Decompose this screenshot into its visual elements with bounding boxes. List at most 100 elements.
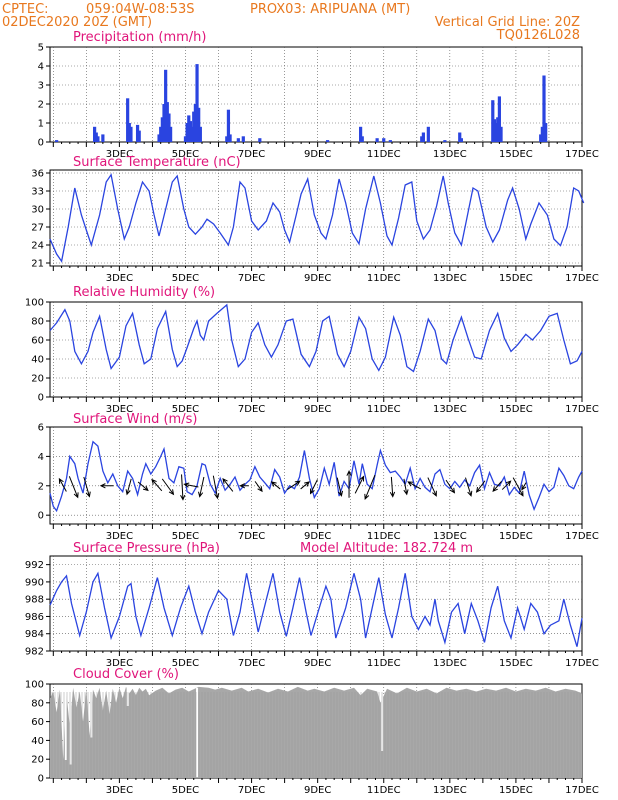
precip-bar	[492, 119, 497, 142]
meteogram-panels: Precipitation (mm/h) 0 1 2 3 4 5 3DEC 5DEC 7DEC 9D…	[25, 30, 599, 796]
header-coords: 059:04W-08:53S	[86, 2, 194, 17]
wind-arrow	[364, 474, 376, 500]
precip-xtick-label: 3DEC	[106, 149, 133, 160]
rh-xtick-label: 13DEC	[433, 404, 467, 415]
wind-arrow	[407, 481, 422, 490]
precip-bar	[494, 123, 498, 142]
rh-xtick-label: 9DEC	[304, 404, 331, 415]
precip-xtick-label: 11DEC	[367, 149, 401, 160]
cloud-xtick-label: 9DEC	[304, 785, 331, 796]
temp-ytick-label: 33	[31, 187, 44, 198]
wind-arrow	[198, 476, 205, 498]
wind-xtick-label: 13DEC	[433, 531, 467, 542]
wind-arrow	[125, 478, 132, 496]
wind-arrow	[68, 476, 79, 499]
wind-arrow	[309, 479, 318, 495]
header-model-code: TQ0126L028	[496, 28, 580, 43]
precip-bar	[491, 100, 495, 142]
cloud-ytick-label: 80	[31, 698, 44, 709]
precip-bar	[496, 117, 500, 142]
cloud-xtick-label: 13DEC	[433, 785, 467, 796]
precip-bar	[193, 104, 197, 142]
precip-ytick-label: 5	[38, 43, 44, 54]
precip-bar	[542, 75, 546, 142]
precip-bar	[192, 111, 196, 142]
wind-xtick-label: 11DEC	[367, 531, 401, 542]
precip-bar	[226, 109, 231, 142]
wind-arrow	[222, 477, 234, 492]
precip-ytick-label: 4	[38, 62, 44, 73]
wind-arrow	[161, 478, 175, 496]
precip-xtick-label: 15DEC	[499, 149, 533, 160]
wind-arrow	[354, 475, 365, 494]
wind-arrow	[403, 478, 409, 496]
cloud-ytick-label: 20	[31, 755, 44, 766]
pres-ytick-label: 988	[25, 595, 44, 606]
precip-bar	[197, 107, 201, 142]
temp-ytick-label: 27	[31, 223, 44, 234]
precip-frame	[49, 46, 583, 143]
wind-line	[49, 440, 583, 513]
wind-xtick-label: 3DEC	[106, 531, 133, 542]
temp-line	[49, 173, 585, 263]
precip-ytick-label: 0	[38, 138, 44, 149]
precip-bar	[198, 126, 202, 142]
wind-arrow	[58, 477, 67, 492]
header-date: 02DEC2020 20Z (GMT)	[2, 15, 152, 30]
pres-ytick-label: 992	[25, 560, 44, 571]
wind-xtick-label: 5DEC	[172, 531, 199, 542]
wind-xtick-label: 17DEC	[565, 531, 599, 542]
temp-ytick-label: 36	[31, 169, 44, 180]
wind-arrow	[270, 481, 281, 490]
cloud-xtick-label: 15DEC	[499, 785, 533, 796]
cloud-xtick-label: 7DEC	[238, 785, 265, 796]
temp-ytick-label: 30	[31, 205, 44, 216]
precip-bar	[458, 132, 462, 142]
precip-bar	[382, 138, 386, 142]
pres-frame	[49, 555, 583, 652]
rh-xtick-label: 17DEC	[565, 404, 599, 415]
precip-xtick-label: 17DEC	[565, 149, 599, 160]
precip-bar	[459, 138, 463, 142]
cloud-ytick-label: 60	[31, 717, 44, 728]
precip-bar	[258, 138, 262, 142]
precip-bar	[497, 96, 501, 142]
header-grid-line: Vertical Grid Line: 20Z	[435, 15, 580, 30]
rh-xtick-label: 15DEC	[499, 404, 533, 415]
precip-bar	[388, 140, 392, 142]
precip-bar	[359, 126, 363, 142]
precip-title: Precipitation (mm/h)	[73, 30, 206, 45]
wind-ytick-label: 0	[38, 511, 44, 522]
wind-arrow	[212, 475, 220, 500]
pres-xtick-label: 17DEC	[565, 658, 599, 669]
precip-ytick-label: 1	[38, 119, 44, 130]
pres-line	[49, 571, 583, 647]
wind-title: Surface Wind (m/s)	[73, 412, 197, 427]
cloud-xtick-label: 11DEC	[367, 785, 401, 796]
rh-line	[49, 303, 583, 373]
wind-arrow	[475, 480, 486, 493]
precip-bar	[162, 104, 166, 142]
wind-arrow	[180, 474, 186, 501]
rh-panel: Relative Humidity (%) 0 20 40 60 80 100 3DEC 5DE…	[25, 285, 599, 415]
wind-arrow	[512, 477, 524, 497]
precip-bar	[225, 136, 229, 142]
wind-arrow	[99, 483, 114, 489]
wind-arrow	[183, 482, 199, 488]
precip-bar	[137, 130, 141, 142]
temp-xtick-label: 7DEC	[238, 273, 265, 284]
cloud-xtick-label: 17DEC	[565, 785, 599, 796]
rh-ytick-label: 20	[31, 374, 44, 385]
temp-xtick-label: 3DEC	[106, 273, 133, 284]
precip-xtick-label: 13DEC	[433, 149, 467, 160]
wind-arrow	[389, 476, 396, 498]
model-altitude-label: Model Altitude: 182.724 m	[300, 541, 473, 556]
wind-arrow	[137, 481, 149, 492]
precip-bar	[160, 117, 164, 142]
temp-ytick-label: 21	[31, 259, 44, 270]
precip-bar	[539, 134, 543, 142]
precip-bar	[325, 140, 330, 142]
precip-bar	[190, 126, 194, 142]
wind-arrow	[239, 483, 249, 489]
